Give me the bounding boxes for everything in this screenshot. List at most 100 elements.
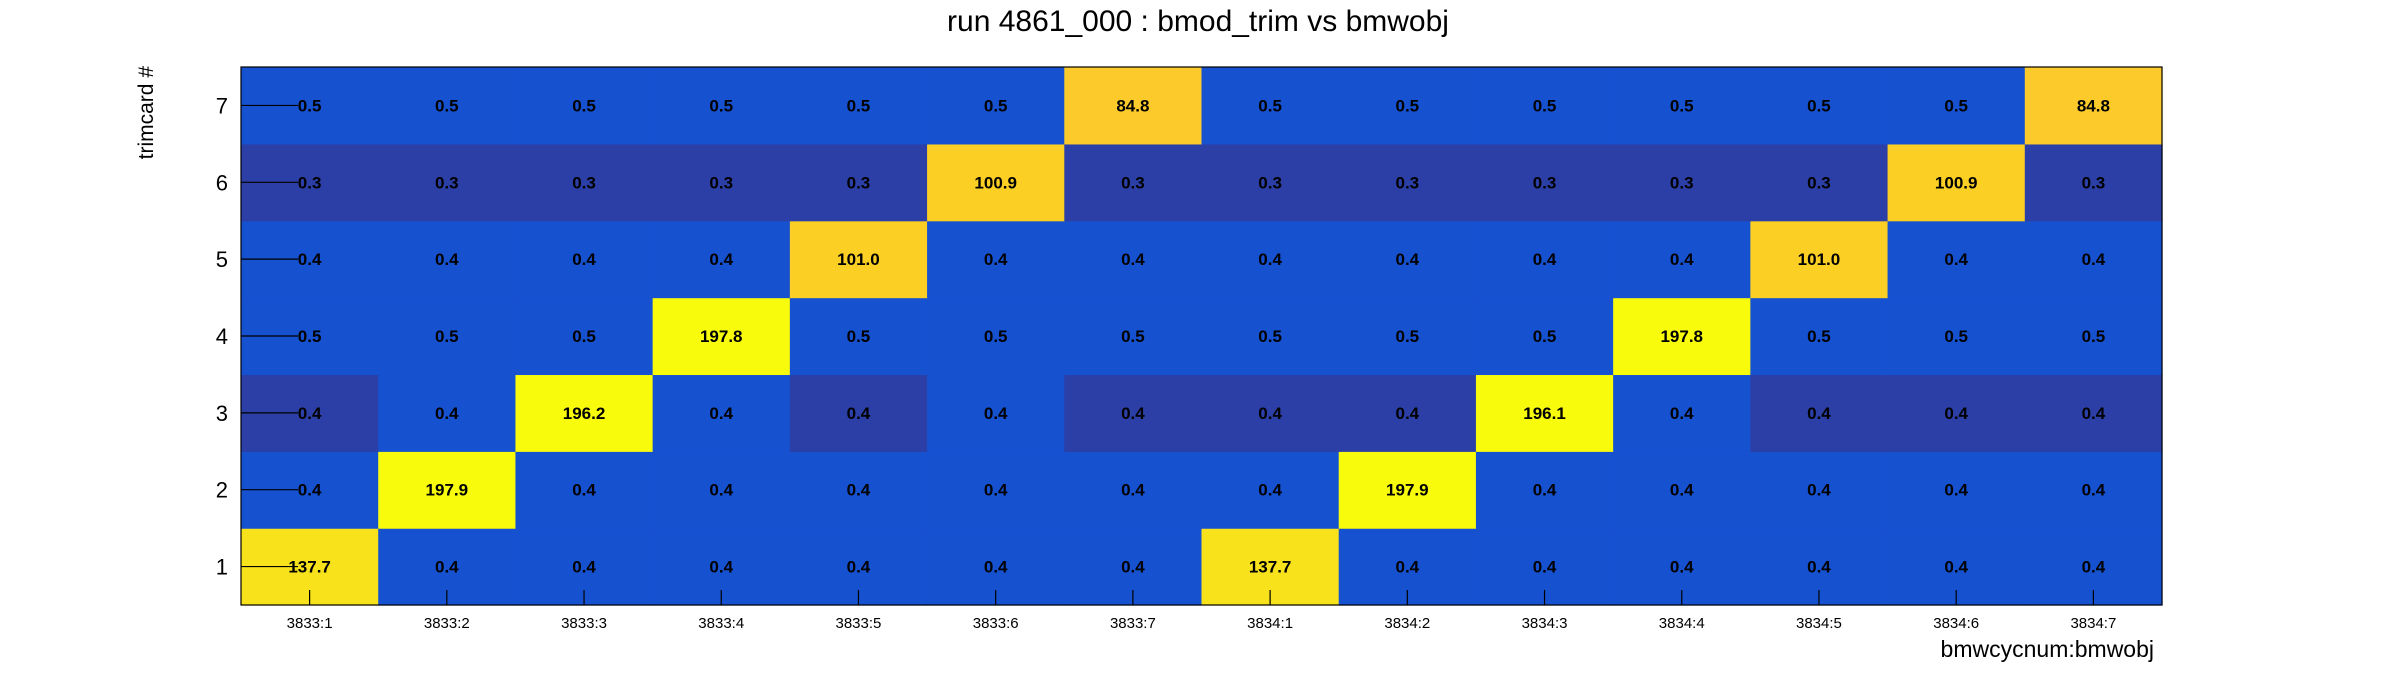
cell-value-label: 0.4: [1807, 404, 1831, 423]
cell-value-label: 0.3: [1533, 173, 1557, 192]
cell-value-label: 0.3: [847, 173, 871, 192]
heatmap-cell: [1064, 67, 1203, 145]
cell-value-label: 0.4: [1258, 250, 1282, 269]
cell-value-label: 197.9: [1386, 481, 1429, 500]
cell-value-label: 0.3: [1395, 173, 1419, 192]
heatmap-cell: [515, 374, 654, 452]
heatmap-cell: [378, 67, 517, 145]
heatmap-cell: [789, 220, 928, 299]
cell-value-label: 0.5: [572, 327, 596, 346]
heatmap-cell: [1750, 374, 1889, 452]
cell-value-label: 0.5: [435, 327, 459, 346]
cell-value-label: 0.5: [847, 96, 871, 115]
cell-value-label: 0.3: [572, 173, 596, 192]
cell-value-label: 197.8: [1660, 327, 1703, 346]
heatmap-cell: [1613, 220, 1751, 299]
cell-value-label: 0.4: [1670, 404, 1694, 423]
cell-value-label: 0.5: [1807, 96, 1831, 115]
x-tick-label: 3833:3: [561, 615, 607, 632]
cell-value-label: 0.4: [572, 250, 596, 269]
heatmap-cell: [2024, 67, 2163, 145]
heatmap-cell: [1338, 297, 1477, 376]
heatmap-cell: [652, 374, 791, 452]
heatmap-cell: [2024, 143, 2163, 222]
heatmap-cell: [1338, 374, 1477, 452]
cell-value-label: 0.4: [298, 481, 322, 500]
y-tick-label: 3: [216, 401, 228, 426]
cell-value-label: 0.4: [1944, 558, 1968, 577]
cell-value-label: 0.4: [1670, 250, 1694, 269]
heatmap-cell: [1064, 374, 1203, 452]
cell-value-label: 0.4: [984, 481, 1008, 500]
heatmap-cells: [241, 67, 2163, 606]
heatmap-cell: [927, 374, 1065, 452]
cell-value-label: 0.5: [1395, 327, 1419, 346]
cell-value-label: 0.4: [1944, 250, 1968, 269]
cell-value-label: 0.5: [435, 96, 459, 115]
heatmap-cell: [515, 451, 654, 529]
cell-value-label: 84.8: [2077, 96, 2110, 115]
cell-value-label: 0.4: [847, 404, 871, 423]
cell-value-label: 0.3: [1807, 173, 1831, 192]
cell-value-label: 0.4: [1807, 481, 1831, 500]
x-tick-label: 3833:7: [1110, 615, 1156, 632]
cell-value-label: 0.5: [1395, 96, 1419, 115]
heatmap-cell: [1475, 451, 1614, 529]
cell-value-label: 0.3: [1121, 173, 1145, 192]
x-tick-label: 3833:5: [836, 615, 882, 632]
cell-value-label: 0.4: [1121, 481, 1145, 500]
heatmap-cell: [1750, 143, 1889, 222]
cell-value-label: 0.4: [1121, 404, 1145, 423]
cell-value-label: 0.5: [984, 327, 1008, 346]
cell-value-label: 0.5: [1533, 327, 1557, 346]
cell-value-label: 0.5: [847, 327, 871, 346]
cell-value-label: 0.4: [1121, 250, 1145, 269]
cell-value-label: 0.3: [1258, 173, 1282, 192]
heatmap-cell: [652, 67, 791, 145]
x-tick-label: 3833:2: [424, 615, 470, 632]
cell-value-label: 0.4: [1807, 558, 1831, 577]
x-axis-title: bmwcycnum:bmwobj: [1941, 636, 2154, 662]
cell-value-label: 0.4: [1395, 558, 1419, 577]
cell-value-label: 0.3: [435, 173, 459, 192]
heatmap-cell: [1201, 143, 1340, 222]
y-axis-title: trimcard #: [135, 66, 158, 160]
heatmap-cell: [1475, 374, 1614, 452]
cell-value-label: 0.4: [1533, 481, 1557, 500]
cell-value-label: 0.4: [1395, 404, 1419, 423]
heatmap-cell: [1475, 67, 1614, 145]
heatmap-cell: [378, 451, 517, 529]
heatmap-cell: [927, 451, 1065, 529]
cell-value-label: 197.9: [426, 481, 469, 500]
heatmap-cell: [1475, 297, 1614, 376]
cell-value-label: 0.4: [709, 404, 733, 423]
heatmap-cell: [378, 297, 517, 376]
x-tick-label: 3834:7: [2070, 615, 2116, 632]
cell-value-label: 0.5: [984, 96, 1008, 115]
cell-value-label: 0.4: [2082, 558, 2106, 577]
heatmap-cell: [1475, 220, 1614, 299]
y-tick-label: 7: [216, 93, 228, 118]
plot-frame: [240, 66, 2163, 606]
heatmap-cell: [1475, 143, 1614, 222]
heatmap-cell: [1750, 297, 1889, 376]
heatmap-cell: [1201, 451, 1340, 529]
heatmap-cell: [1887, 143, 2026, 222]
cell-value-label: 0.3: [298, 173, 322, 192]
heatmap-cell: [789, 297, 928, 376]
cell-value-label: 100.9: [974, 173, 1017, 192]
x-axis: 3833:1 3833:2 3833:3 3833:4 3833:5 3833:6 3833…: [287, 590, 2116, 632]
cell-value-label: 196.2: [563, 404, 606, 423]
cell-value-label: 0.5: [1944, 96, 1968, 115]
chart-title: run 4861_000 : bmod_trim vs bmwobj: [947, 5, 1449, 38]
cell-value-label: 0.5: [298, 327, 322, 346]
cell-value-label: 137.7: [1249, 558, 1292, 577]
cell-value-label: 0.5: [1121, 327, 1145, 346]
x-tick-label: 3834:1: [1247, 615, 1293, 632]
x-tick-label: 3834:4: [1659, 615, 1705, 632]
cell-value-label: 197.8: [700, 327, 743, 346]
heatmap-cell: [378, 220, 517, 299]
cell-value-label: 0.5: [572, 96, 596, 115]
cell-value-label: 0.4: [435, 404, 459, 423]
cell-value-label: 101.0: [1798, 250, 1841, 269]
